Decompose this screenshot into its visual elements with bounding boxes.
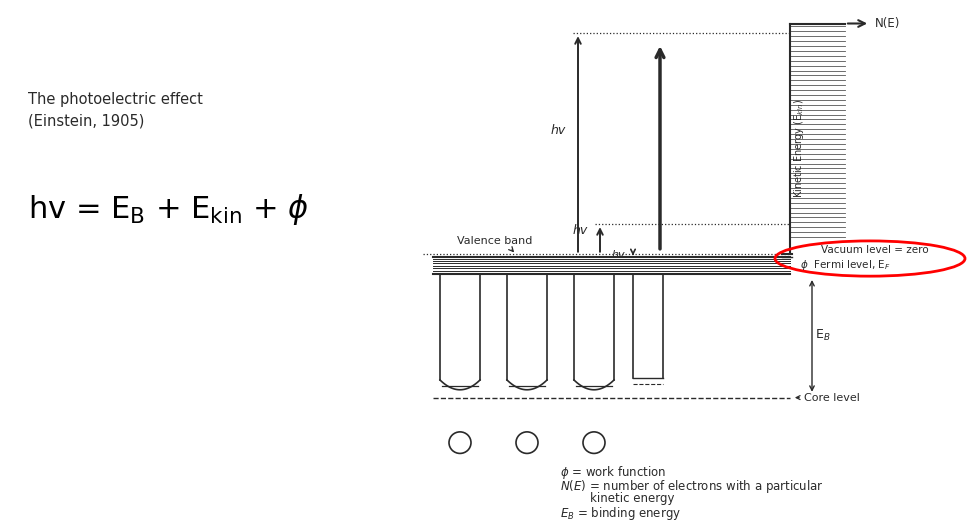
Text: $N(E)$ = number of electrons with a particular: $N(E)$ = number of electrons with a part…	[560, 478, 824, 495]
Circle shape	[516, 432, 538, 453]
Text: E$_B$: E$_B$	[815, 329, 831, 343]
Text: Valence band: Valence band	[457, 236, 533, 246]
Text: Core level: Core level	[804, 392, 860, 402]
Text: $\phi$  Fermi level, E$_F$: $\phi$ Fermi level, E$_F$	[800, 258, 891, 272]
Text: The photoelectric effect
(Einstein, 1905): The photoelectric effect (Einstein, 1905…	[28, 92, 203, 128]
Text: hv = E$_{\mathregular{B}}$ + E$_{\mathregular{kin}}$ + $\phi$: hv = E$_{\mathregular{B}}$ + E$_{\mathre…	[28, 192, 308, 227]
Text: $E_B$ = binding energy: $E_B$ = binding energy	[560, 505, 681, 522]
Text: kinetic energy: kinetic energy	[590, 492, 675, 505]
Text: Kinetic Energy (E$_{kin}$): Kinetic Energy (E$_{kin}$)	[792, 99, 806, 198]
Text: N(E): N(E)	[875, 17, 900, 30]
Text: hv: hv	[551, 124, 566, 137]
Text: hv: hv	[611, 250, 625, 260]
Text: Vacuum level = zero: Vacuum level = zero	[821, 245, 929, 255]
Text: hv: hv	[572, 224, 588, 237]
Circle shape	[583, 432, 605, 453]
Text: $\phi$ = work function: $\phi$ = work function	[560, 464, 666, 481]
Circle shape	[449, 432, 471, 453]
